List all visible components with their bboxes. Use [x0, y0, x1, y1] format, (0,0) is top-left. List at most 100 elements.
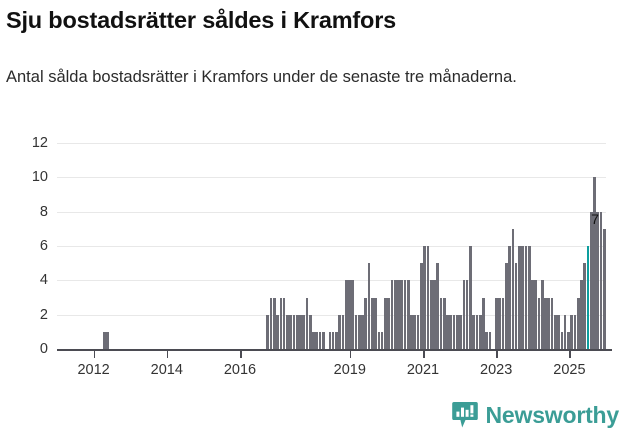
bar[interactable]: [400, 280, 404, 349]
bar[interactable]: [335, 331, 338, 349]
bar[interactable]: [488, 331, 492, 349]
bar[interactable]: [420, 263, 423, 349]
bar[interactable]: [384, 297, 387, 349]
bar[interactable]: [452, 314, 456, 349]
bar[interactable]: [390, 280, 394, 349]
bar[interactable]: [351, 280, 355, 349]
bar[interactable]: [426, 246, 430, 349]
bar[interactable]: [380, 331, 384, 349]
bar[interactable]: [308, 314, 312, 349]
bar[interactable]: [446, 314, 449, 349]
bar[interactable]: [495, 297, 498, 349]
bar[interactable]: [416, 314, 420, 349]
bar[interactable]: [554, 314, 557, 349]
bar[interactable]: [354, 314, 358, 349]
bar[interactable]: [364, 297, 368, 349]
bar[interactable]: [338, 314, 341, 349]
bar[interactable]: [560, 331, 564, 349]
bar[interactable]: [331, 331, 335, 349]
bar[interactable]: [357, 314, 361, 349]
bar[interactable]: [410, 314, 413, 349]
bar[interactable]: [318, 331, 322, 349]
bar[interactable]: [524, 246, 528, 349]
bar[interactable]: [282, 297, 286, 349]
bar[interactable]: [511, 228, 515, 349]
bar[interactable]: [462, 280, 466, 349]
bar[interactable]: [508, 246, 511, 349]
bar[interactable]: [433, 280, 436, 349]
bar[interactable]: [469, 246, 472, 349]
bar[interactable]: [531, 280, 534, 349]
bar[interactable]: [413, 314, 417, 349]
bar[interactable]: [439, 297, 443, 349]
bar[interactable]: [534, 280, 538, 349]
bar[interactable]: [475, 314, 479, 349]
bar[interactable]: [501, 297, 505, 349]
bar[interactable]: [570, 314, 574, 349]
bar[interactable]: [403, 280, 407, 349]
bar[interactable]: [266, 314, 270, 349]
bar[interactable]: [292, 314, 296, 349]
bar[interactable]: [583, 263, 587, 349]
bar[interactable]: [596, 211, 600, 349]
bar[interactable]: [449, 314, 453, 349]
bar[interactable]: [436, 263, 440, 349]
bar[interactable]: [393, 280, 397, 349]
bar[interactable]: [279, 297, 283, 349]
bar[interactable]: [341, 314, 345, 349]
bar[interactable]: [276, 314, 279, 349]
bar[interactable]: [599, 211, 603, 349]
bar[interactable]: [537, 297, 541, 349]
bar[interactable]: [557, 314, 560, 349]
bar[interactable]: [544, 297, 547, 349]
bar[interactable]: [361, 314, 364, 349]
bar[interactable]: [472, 314, 475, 349]
bar[interactable]: [269, 297, 273, 349]
bar[interactable]: [305, 297, 309, 349]
bar-highlighted[interactable]: [586, 246, 590, 349]
bar[interactable]: [485, 331, 489, 349]
bar[interactable]: [589, 211, 593, 349]
bar[interactable]: [423, 246, 426, 349]
bar[interactable]: [397, 280, 400, 349]
bar[interactable]: [576, 297, 580, 349]
bar[interactable]: [459, 314, 462, 349]
bar[interactable]: [540, 280, 544, 349]
bar[interactable]: [593, 177, 596, 349]
bar[interactable]: [429, 280, 433, 349]
bar[interactable]: [289, 314, 292, 349]
bar[interactable]: [377, 331, 381, 349]
bar[interactable]: [550, 297, 554, 349]
bar[interactable]: [547, 297, 551, 349]
bar[interactable]: [518, 246, 521, 349]
bar[interactable]: [465, 280, 469, 349]
bar[interactable]: [521, 246, 524, 349]
bar[interactable]: [286, 314, 289, 349]
bar[interactable]: [406, 280, 410, 349]
bar[interactable]: [580, 280, 583, 349]
bar[interactable]: [514, 263, 518, 349]
bar[interactable]: [387, 297, 391, 349]
bar[interactable]: [455, 314, 459, 349]
bar[interactable]: [527, 246, 531, 349]
bar[interactable]: [106, 331, 109, 349]
bar[interactable]: [573, 314, 577, 349]
bar[interactable]: [348, 280, 351, 349]
bar[interactable]: [302, 314, 306, 349]
bar[interactable]: [504, 263, 508, 349]
bar[interactable]: [482, 297, 485, 349]
bar[interactable]: [315, 331, 319, 349]
bar[interactable]: [603, 228, 606, 349]
bar[interactable]: [272, 297, 276, 349]
bar[interactable]: [478, 314, 482, 349]
bar[interactable]: [328, 331, 332, 349]
bar[interactable]: [498, 297, 502, 349]
bar[interactable]: [295, 314, 299, 349]
bar[interactable]: [299, 314, 302, 349]
bar[interactable]: [567, 331, 570, 349]
bar[interactable]: [103, 331, 106, 349]
newsworthy-logo[interactable]: Newsworthy: [451, 401, 619, 429]
bar[interactable]: [321, 331, 325, 349]
bar[interactable]: [367, 263, 371, 349]
bar[interactable]: [344, 280, 348, 349]
